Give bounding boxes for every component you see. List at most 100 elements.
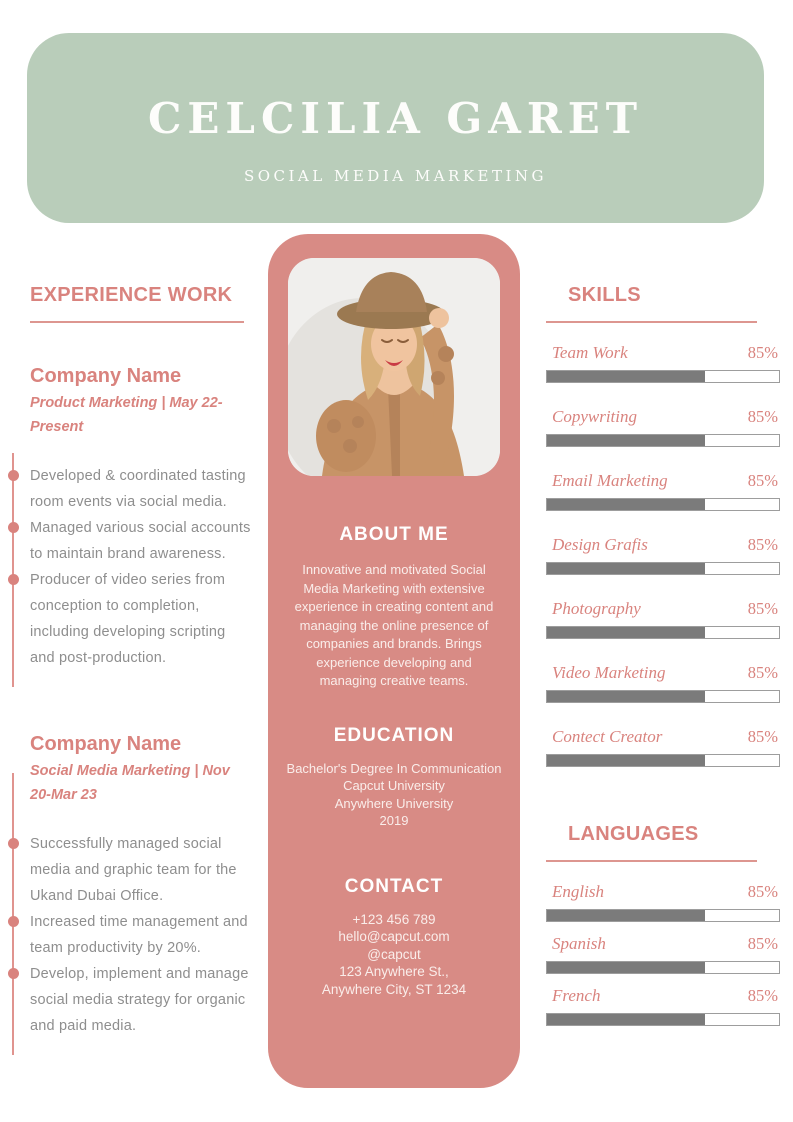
company-name: Company Name [30, 733, 182, 755]
skill-row-bar-fill [547, 755, 705, 766]
contact-heading: CONTACT [344, 875, 444, 897]
experience-heading: EXPERIENCE WORK [30, 284, 233, 306]
language-row-bar-fill [547, 962, 705, 973]
skill-row-bar-fill [547, 499, 705, 510]
language-row-bar-fill [547, 910, 705, 921]
bullet-item: Develop, implement and manage social med… [7, 961, 254, 1039]
skill-row-bar [546, 370, 780, 383]
skill-row-label: Design Grafis [552, 535, 648, 554]
language-row-percent: 85% [747, 986, 778, 1005]
language-row-bar-fill [547, 1014, 705, 1025]
skill-row-percent: 85% [747, 407, 778, 426]
skill-row-label: Contect Creator [552, 727, 663, 746]
skills-list: Team Work 85% Copywriting 85% Email Marketin… [546, 343, 780, 767]
skill-row-percent: 85% [747, 599, 778, 618]
job-bullet-list: Successfully managed social media and gr… [7, 773, 254, 1055]
job-entry: Company Name Product Marketing | May 22-P… [7, 365, 254, 687]
experience-section: EXPERIENCE WORK Company Name Product Mark… [7, 284, 254, 1055]
profile-photo [288, 258, 500, 476]
bullet-item: Developed & coordinated tasting room eve… [7, 463, 254, 515]
company-name: Company Name [30, 365, 182, 387]
language-row-label: French [552, 986, 601, 1005]
contact-line: +123 456 789 [352, 911, 436, 927]
header-banner: CELCILIA GARET SOCIAL MEDIA MARKETING [27, 33, 764, 223]
skill-row-percent: 85% [747, 727, 778, 746]
skill-row: Email Marketing 85% [546, 471, 780, 511]
skill-row-bar-fill [547, 627, 705, 638]
languages-list: English 85% Spanish 85% French 85% [546, 882, 780, 1026]
skill-row-head: Email Marketing 85% [546, 471, 780, 491]
contact-line: @capcut [367, 946, 421, 962]
job-meta: Product Marketing | May 22-Present [30, 395, 223, 435]
skill-row-label: Video Marketing [552, 663, 666, 682]
person-name: CELCILIA GARET [147, 94, 644, 143]
skill-row-label: Photography [552, 599, 641, 618]
about-heading: ABOUT ME [339, 524, 449, 545]
skill-row: Copywriting 85% [546, 407, 780, 447]
skill-row-percent: 85% [747, 663, 778, 682]
bullet-dot-icon [7, 916, 19, 927]
skill-row-bar-fill [547, 371, 705, 382]
skill-row-percent: 85% [747, 343, 778, 362]
skill-row-label: Email Marketing [552, 471, 668, 490]
bullet-dot-icon [7, 838, 19, 849]
skills-section: SKILLS Team Work 85% Copywriting 85% Email M… [546, 284, 780, 1038]
skill-row-bar [546, 498, 780, 511]
bullet-item: Increased time management and team produ… [7, 909, 254, 961]
language-row: English 85% [546, 882, 780, 922]
about-text: Innovative and motivated Social Media Ma… [294, 562, 494, 688]
skill-row-head: Team Work 85% [546, 343, 780, 363]
skill-row-head: Video Marketing 85% [546, 663, 780, 683]
language-row-bar [546, 909, 780, 922]
section-divider [30, 321, 244, 323]
skill-row-head: Contect Creator 85% [546, 727, 780, 747]
skill-row-bar [546, 626, 780, 639]
education-heading: EDUCATION [333, 724, 455, 746]
language-row-head: Spanish 85% [546, 934, 780, 954]
skill-row-head: Design Grafis 85% [546, 535, 780, 555]
language-row-head: English 85% [546, 882, 780, 902]
skill-row-percent: 85% [747, 471, 778, 490]
skill-row-label: Team Work [552, 343, 628, 362]
language-row: Spanish 85% [546, 934, 780, 974]
bullet-item: Producer of video series from conception… [7, 567, 254, 671]
contact-lines: +123 456 789 hello@capcut.com @capcut 123 A… [268, 911, 520, 999]
skill-row: Team Work 85% [546, 343, 780, 383]
language-row-label: English [552, 882, 604, 901]
language-row-label: Spanish [552, 934, 606, 953]
job-bullet-list: Developed & coordinated tasting room eve… [7, 453, 254, 687]
language-row-head: French 85% [546, 986, 780, 1006]
contact-line: Anywhere City, ST 1234 [321, 981, 467, 997]
profile-panel: ABOUT ME Innovative and motivated Social… [268, 234, 520, 1088]
bullet-dot-icon [7, 968, 19, 979]
skill-row-bar-fill [547, 691, 705, 702]
skill-row-label: Copywriting [552, 407, 638, 426]
language-row: French 85% [546, 986, 780, 1026]
skill-row-percent: 85% [747, 535, 778, 554]
skill-row-bar [546, 754, 780, 767]
language-row-percent: 85% [747, 882, 778, 901]
bullet-dot-icon [7, 574, 19, 585]
education-line: Anywhere University [334, 795, 454, 811]
skill-row-bar [546, 562, 780, 575]
portrait-photo-illustration [288, 258, 500, 476]
section-divider [546, 321, 757, 323]
skill-row: Contect Creator 85% [546, 727, 780, 767]
education-line: Capcut University [343, 778, 445, 793]
skill-row-head: Copywriting 85% [546, 407, 780, 427]
skill-row-head: Photography 85% [546, 599, 780, 619]
skill-row-bar [546, 690, 780, 703]
bullet-dot-icon [7, 522, 19, 533]
skill-row: Video Marketing 85% [546, 663, 780, 703]
language-row-bar [546, 1013, 780, 1026]
skill-row-bar-fill [547, 563, 705, 574]
skills-heading: SKILLS [568, 284, 641, 306]
bullet-dot-icon [7, 470, 19, 481]
skill-row: Design Grafis 85% [546, 535, 780, 575]
education-line: Bachelor's Degree In Communication [286, 760, 502, 776]
language-row-bar [546, 961, 780, 974]
timeline-line [12, 453, 14, 687]
language-row-percent: 85% [747, 934, 778, 953]
job-meta: Social Media Marketing | Nov 20-Mar 23 [30, 763, 230, 803]
